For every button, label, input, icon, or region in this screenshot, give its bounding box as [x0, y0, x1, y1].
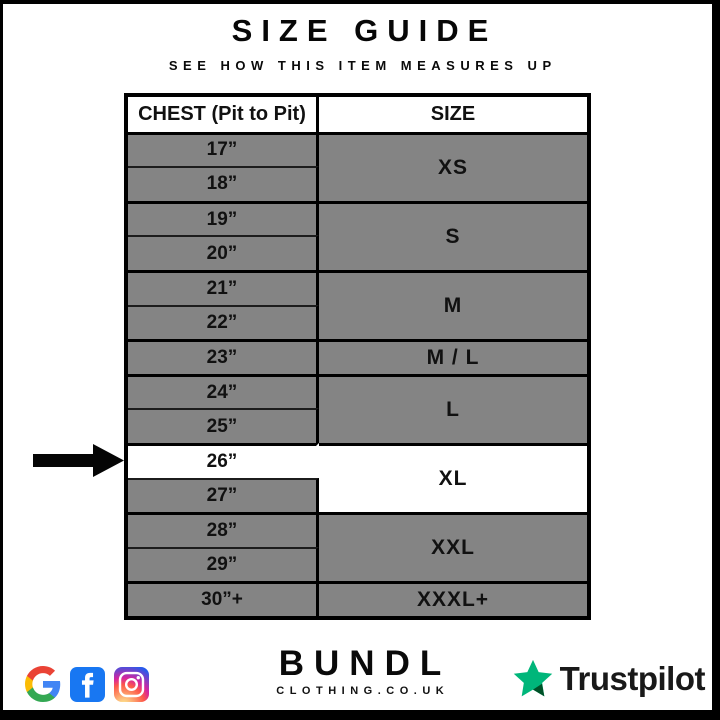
table-row: 19”	[128, 200, 319, 236]
table-row: 18”	[128, 166, 319, 201]
table-row: 30”+	[128, 581, 319, 616]
size-guide-table: CHEST (Pit to Pit) SIZE 17” 18” 19” 20” …	[124, 93, 591, 620]
brand-logo: BUNDL CLOTHING.CO.UK	[0, 644, 720, 697]
size-cell-m: M	[319, 269, 587, 340]
table-row: 25”	[128, 408, 319, 443]
size-cell-xs: XS	[319, 131, 587, 201]
size-cell-xl-highlighted: XL	[319, 442, 587, 513]
size-cell-xxxl: XXXL+	[319, 581, 587, 616]
size-cell-s: S	[319, 200, 587, 270]
table-row: 17”	[128, 131, 319, 167]
table-row: 24”	[128, 373, 319, 409]
trustpilot-label: Trustpilot	[559, 660, 706, 697]
page-subtitle: SEE HOW THIS ITEM MEASURES UP	[168, 58, 557, 73]
size-cell-xxl: XXL	[319, 512, 587, 582]
brand-tagline: CLOTHING.CO.UK	[276, 684, 450, 697]
google-icon	[25, 666, 61, 702]
size-cell-m-l: M / L	[319, 339, 587, 374]
table-row: 20”	[128, 235, 319, 270]
row-pointer-arrow-icon	[33, 444, 124, 477]
table-row: 21”	[128, 269, 319, 305]
table-row: 23”	[128, 339, 319, 374]
table-row: 29”	[128, 546, 319, 582]
facebook-icon	[70, 666, 105, 702]
column-header-size: SIZE	[319, 97, 587, 132]
brand-name: BUNDL	[278, 644, 452, 683]
table-row: 28”	[128, 512, 319, 547]
page-title: SIZE GUIDE	[231, 13, 498, 48]
table-row-highlighted: 26”	[128, 442, 319, 478]
instagram-icon	[114, 666, 149, 702]
table-row: 22”	[128, 304, 319, 340]
trustpilot-logo: Trustpilot	[510, 657, 706, 701]
trustpilot-star-icon	[513, 659, 552, 697]
table-row: 27”	[128, 477, 319, 513]
social-icons	[25, 666, 149, 702]
size-cell-l: L	[319, 373, 587, 443]
column-header-chest: CHEST (Pit to Pit)	[128, 97, 319, 132]
